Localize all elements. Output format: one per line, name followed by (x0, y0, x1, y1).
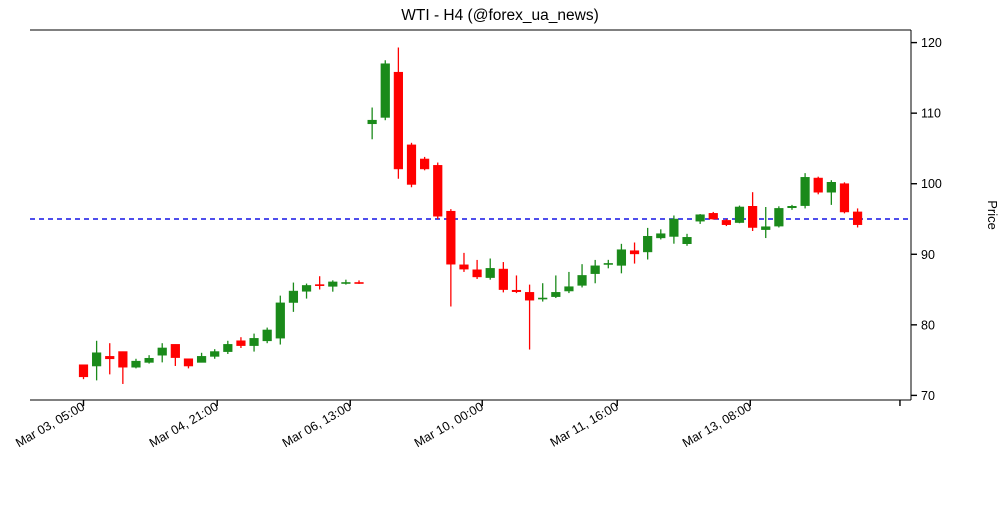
svg-text:70: 70 (921, 389, 935, 403)
svg-text:80: 80 (921, 318, 935, 332)
svg-text:120: 120 (921, 36, 942, 50)
svg-text:110: 110 (921, 107, 941, 121)
svg-text:WTI - H4 (@forex_ua_news): WTI - H4 (@forex_ua_news) (401, 7, 598, 24)
svg-text:Price: Price (985, 200, 1000, 230)
svg-text:100: 100 (921, 177, 942, 191)
svg-text:90: 90 (921, 248, 935, 262)
